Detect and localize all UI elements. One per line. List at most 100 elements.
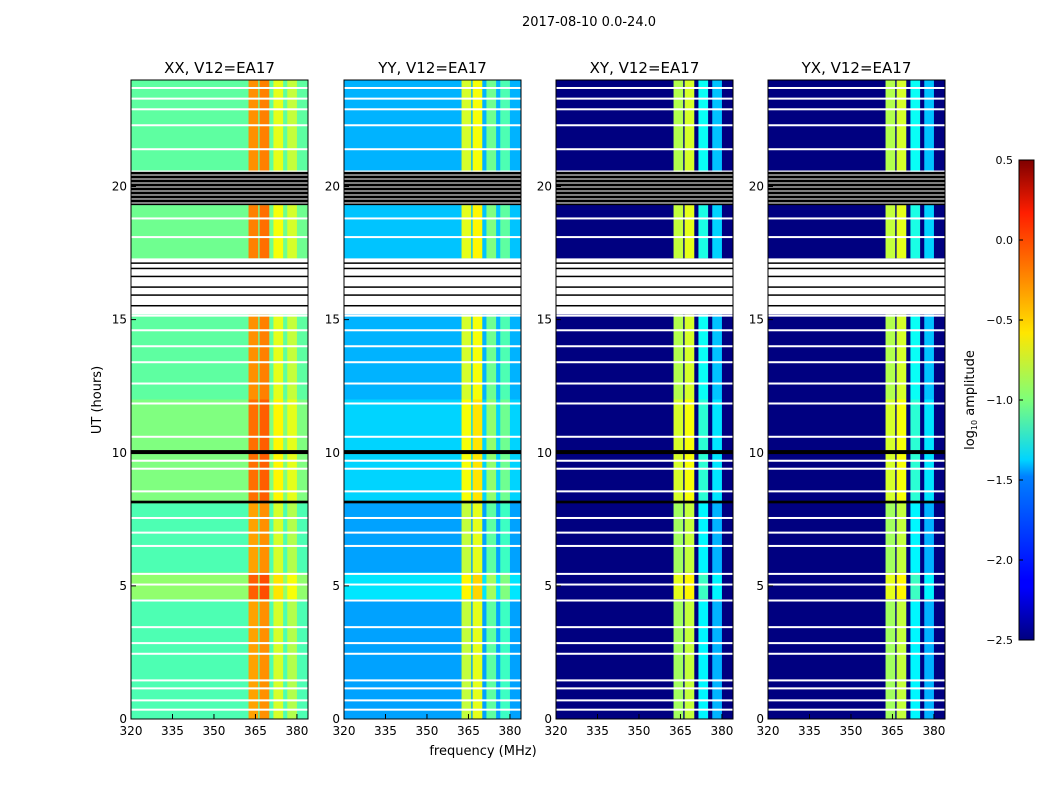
flagged-row-white (344, 402, 521, 405)
heatmap-cell (273, 314, 284, 400)
heatmap-cell (698, 205, 709, 259)
flagged-row-white (768, 186, 945, 188)
heatmap-cell (486, 314, 497, 400)
heatmap-cell (712, 80, 722, 174)
x-tick-label: 335 (374, 724, 397, 738)
flagged-row-white (131, 186, 308, 188)
flagged-row-white (344, 361, 521, 364)
heatmap-cell (486, 205, 497, 259)
heatmap-cell (673, 503, 684, 573)
heatmap-cell (924, 314, 934, 400)
flagged-range (768, 170, 945, 172)
x-tick-label: 365 (457, 724, 480, 738)
flagged-row-white (768, 361, 945, 364)
y-tick-label: 10 (325, 446, 340, 460)
flagged-row-white (344, 217, 521, 220)
flagged-row-white (131, 361, 308, 364)
flagged-row-white (131, 687, 308, 690)
flagged-row-white (344, 679, 521, 682)
panel-frame (130, 79, 309, 720)
flagged-range (344, 170, 521, 172)
panel-0: XX, V12=EA17 320 335 350 365 380 0 5 10 15 20 (112, 59, 309, 738)
heatmap-cell (472, 314, 483, 400)
flagged-row-white (131, 572, 308, 575)
flagged-row-white (131, 345, 308, 348)
flagged-row-white (556, 544, 733, 547)
heatmap-cell (472, 205, 483, 259)
heatmap-cell (684, 314, 695, 400)
flagged-row-white (344, 86, 521, 89)
flagged-row-black (768, 450, 945, 455)
flagged-row-black (344, 275, 521, 278)
heatmap-cell (673, 314, 684, 400)
flagged-row-white (131, 148, 308, 151)
flagged-row-white (556, 642, 733, 645)
colorbar-tick-label: −1.0 (986, 394, 1013, 407)
flagged-row-white (131, 194, 308, 196)
flagged-row-white (768, 190, 945, 192)
heatmap-cell (486, 599, 497, 719)
heatmap-cell (885, 205, 896, 259)
flagged-row-black (131, 262, 308, 264)
flagged-row-white (768, 174, 945, 176)
flagged-row-white (768, 708, 945, 711)
flagged-row-white (131, 435, 308, 438)
heatmap-cell (500, 572, 510, 600)
flagged-row-white (768, 490, 945, 493)
flagged-row-white (556, 345, 733, 348)
heatmap-cell (461, 205, 472, 259)
flagged-row-black (344, 304, 521, 307)
y-tick-label: 15 (112, 313, 127, 327)
colorbar-tick-label: −1.5 (986, 474, 1013, 487)
flagged-row-white (131, 124, 308, 127)
heatmap-cell (684, 503, 695, 573)
heatmap-cell (248, 572, 259, 600)
flagged-row-white (344, 314, 521, 317)
panel-frame (555, 79, 734, 720)
flagged-row-white (768, 182, 945, 184)
heatmap-cell (461, 314, 472, 400)
heatmap-cell (486, 572, 497, 600)
x-tick-label: 320 (545, 724, 568, 738)
flagged-row-white (556, 626, 733, 629)
x-tick-label: 380 (285, 724, 308, 738)
x-tick-label: 350 (203, 724, 226, 738)
heatmap-cell (910, 80, 921, 174)
flagged-row-white (344, 236, 521, 239)
flagged-row-white (344, 467, 521, 470)
heatmap-cell (472, 80, 483, 174)
flagged-row-white (131, 182, 308, 184)
flagged-row-white (344, 178, 521, 180)
y-tick-label: 0 (119, 712, 127, 726)
heatmap-cell (287, 572, 297, 600)
flagged-row-white (131, 108, 308, 111)
x-tick-label: 365 (881, 724, 904, 738)
flagged-row-white (131, 531, 308, 534)
flagged-row-white (131, 217, 308, 220)
heatmap-cell (461, 599, 472, 719)
flagged-row-black (131, 267, 308, 270)
heatmap-cell (248, 599, 259, 719)
flagged-row-white (344, 382, 521, 385)
flagged-row-white (556, 687, 733, 690)
heatmap-cell (910, 503, 921, 573)
panel-3: YX, V12=EA17 320 335 350 365 380 0 5 10 15 20 (749, 59, 946, 738)
heatmap-cell (259, 503, 270, 573)
heatmap-cell (896, 314, 907, 400)
flagged-row-white (768, 124, 945, 127)
flagged-row-black (768, 262, 945, 264)
flagged-row-white (556, 467, 733, 470)
heatmap-cell (885, 503, 896, 573)
flagged-row-black (556, 500, 733, 504)
heatmap-cell (259, 314, 270, 400)
heatmap-cell (712, 205, 722, 259)
heatmap-cell (910, 599, 921, 719)
flagged-row-white (131, 178, 308, 180)
flagged-row-black (344, 294, 521, 296)
flagged-row-black (768, 286, 945, 288)
flagged-row-white (131, 202, 308, 204)
flagged-row-white (344, 531, 521, 534)
heatmap-cell (461, 80, 472, 174)
